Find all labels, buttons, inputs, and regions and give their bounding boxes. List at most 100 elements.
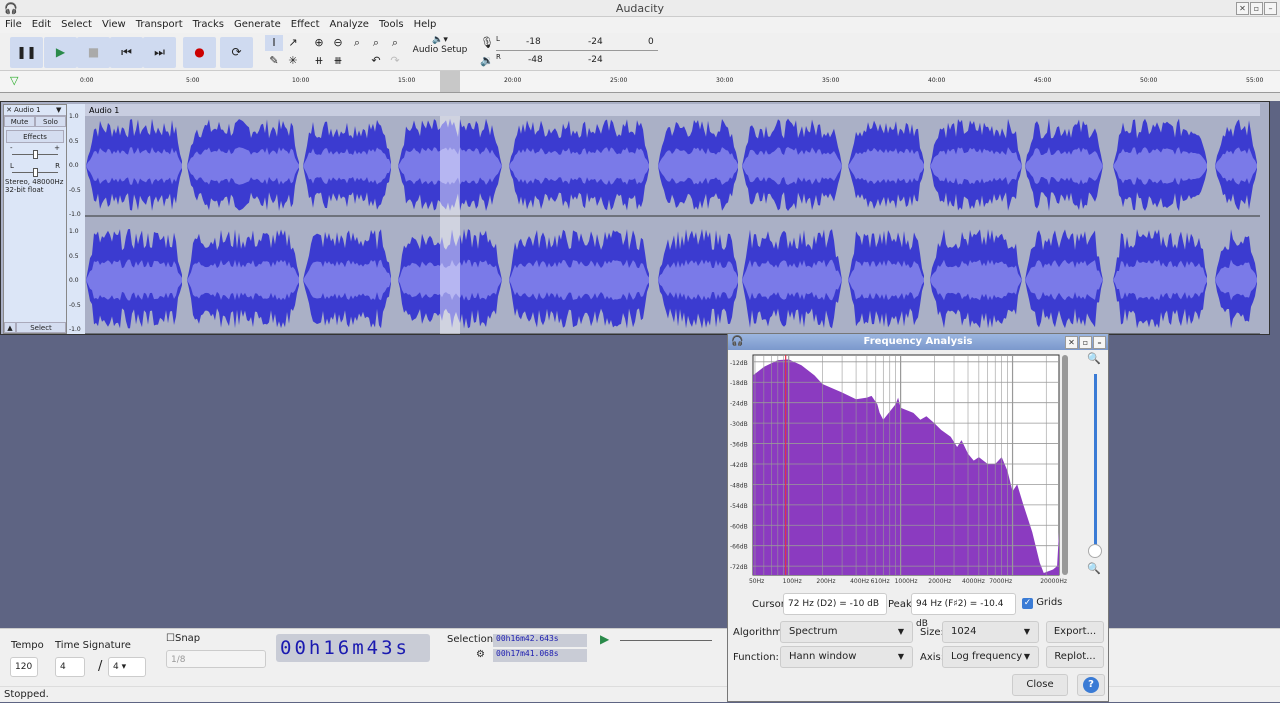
menu-file[interactable]: File <box>5 19 22 30</box>
close-button[interactable]: Close <box>1012 674 1068 696</box>
fit-selection-icon[interactable]: ⌕ <box>353 36 361 49</box>
timeline-ruler[interactable]: ▽ 0:00 5:00 10:00 15:00 20:00 25:00 30:00 35:00… <box>0 71 1280 93</box>
menu-generate[interactable]: Generate <box>234 19 281 30</box>
effects-button[interactable]: Effects <box>6 130 64 143</box>
function-select[interactable]: Hann window ▼ <box>780 646 913 668</box>
envelope-tool-icon[interactable]: ↗ <box>288 36 298 49</box>
dialog-minimize-button[interactable]: – <box>1093 336 1106 349</box>
size-select[interactable]: 1024 ▼ <box>942 621 1039 643</box>
export-button[interactable]: Export... <box>1046 621 1104 643</box>
menu-view[interactable]: View <box>101 19 126 30</box>
menu-effect[interactable]: Effect <box>290 19 320 30</box>
audacity-logo-icon: 🎧 <box>731 336 744 347</box>
selection-start[interactable]: 00h16m42.643s <box>493 634 587 647</box>
microphone-icon[interactable]: 🎙 <box>480 36 494 49</box>
silence-icon[interactable]: ⧻ <box>333 54 343 67</box>
tempo-input[interactable]: 120 <box>10 657 38 677</box>
waveform-rms <box>1215 147 1257 185</box>
trim-icon[interactable]: ⧺ <box>314 54 324 67</box>
ruler-tick-label: 5:00 <box>186 77 200 84</box>
spectrum-plot[interactable]: -12dB -18dB -24dB -30dB -36dB -42dB -48dB -54dB… <box>728 350 1068 590</box>
timeline-options-icon[interactable]: ▽ <box>10 74 19 87</box>
ruler-tick-label: 35:00 <box>822 77 840 84</box>
menu-analyze[interactable]: Analyze <box>329 19 369 30</box>
skip-start-button[interactable]: ⏮ <box>110 37 143 68</box>
dialog-maximize-button[interactable]: ▫ <box>1079 336 1092 349</box>
zoom-toggle-icon[interactable]: ⌕ <box>391 36 399 49</box>
waveform[interactable]: Audio 1 <box>85 104 1260 334</box>
ruler-tick-label: 30:00 <box>716 77 734 84</box>
mute-button[interactable]: Mute <box>4 116 35 127</box>
zoom-in-icon[interactable]: ⊕ <box>314 36 324 49</box>
track-name-menu[interactable]: Audio 1 <box>14 106 41 114</box>
x-tick-label: 20000Hz <box>1040 578 1067 585</box>
scale-label: 1.0 <box>69 113 79 120</box>
playback-meter[interactable]: R -48 -24 <box>496 53 603 65</box>
track-format-info: Stereo, 48000Hz <box>5 178 64 186</box>
play-at-speed-button[interactable]: ▶ <box>600 632 610 646</box>
help-button[interactable]: ? <box>1077 674 1105 696</box>
amplitude-scale: 1.0 0.5 0.0 -0.5 -1.0 1.0 0.5 0.0 -0.5 -1.0 <box>67 104 85 334</box>
vertical-zoom-slider[interactable] <box>1094 374 1097 549</box>
snap-select[interactable]: 1/8 <box>166 650 266 668</box>
stop-button[interactable]: ■ <box>77 37 110 68</box>
zoom-out-icon[interactable]: 🔍 <box>1087 562 1101 575</box>
waveform-rms <box>1025 259 1103 301</box>
selection-tool-icon[interactable]: I <box>265 35 283 51</box>
close-track-icon[interactable]: ✕ <box>6 106 12 114</box>
select-track-button[interactable]: Select <box>16 322 66 333</box>
pan-slider[interactable]: L R <box>4 160 66 178</box>
time-display[interactable]: 00h16m43s <box>276 634 430 662</box>
record-meter[interactable]: L -18 -24 0 <box>496 35 658 51</box>
fit-project-icon[interactable]: ⌕ <box>372 36 380 49</box>
undo-icon[interactable]: ↶ <box>371 54 381 67</box>
menu-tools[interactable]: Tools <box>378 19 404 30</box>
record-button[interactable]: ● <box>183 37 216 68</box>
track-menu-arrow-icon[interactable]: ▼ <box>56 106 62 114</box>
redo-icon[interactable]: ↷ <box>390 54 400 67</box>
scale-label: -1.0 <box>69 211 81 218</box>
time-sig-denominator[interactable]: 4 ▾ <box>108 657 146 677</box>
loop-button[interactable]: ⟳ <box>220 37 253 68</box>
gain-slider[interactable]: - + <box>4 144 66 160</box>
dialog-close-button[interactable]: ✕ <box>1065 336 1078 349</box>
collapse-track-icon[interactable]: ▲ <box>4 322 16 333</box>
pause-button[interactable]: ❚❚ <box>10 37 43 68</box>
zoom-slider-handle[interactable] <box>1088 544 1102 558</box>
menu-edit[interactable]: Edit <box>31 19 52 30</box>
time-sig-numerator[interactable]: 4 <box>55 657 85 677</box>
grids-checkbox[interactable]: ✓ Grids <box>1022 597 1063 609</box>
axis-select[interactable]: Log frequency ▼ <box>942 646 1039 668</box>
draw-tool-icon[interactable]: ✎ <box>269 54 279 67</box>
menu-tracks[interactable]: Tracks <box>192 19 225 30</box>
scale-label: 0.5 <box>69 137 79 145</box>
ruler-tick-label: 50:00 <box>1140 77 1158 84</box>
close-window-button[interactable]: ✕ <box>1236 2 1249 15</box>
speaker-meter-icon[interactable]: 🔉 <box>480 54 494 67</box>
menu-help[interactable]: Help <box>413 19 437 30</box>
dialog-title: 🎧 Frequency Analysis ✕ ▫ – <box>728 334 1108 350</box>
audio-setup-button[interactable]: 🔈▾ Audio Setup <box>412 35 468 55</box>
menu-select[interactable]: Select <box>61 19 92 30</box>
window-title: Audacity <box>615 2 665 15</box>
plot-scrollbar <box>1062 355 1068 575</box>
zoom-out-icon[interactable]: ⊖ <box>333 36 343 49</box>
replot-button[interactable]: Replot... <box>1046 646 1104 668</box>
selection-end[interactable]: 00h17m41.068s <box>493 649 587 662</box>
zoom-in-icon[interactable]: 🔍 <box>1087 352 1101 365</box>
play-button[interactable]: ▶ <box>44 37 77 68</box>
menu-transport[interactable]: Transport <box>135 19 183 30</box>
multi-tool-icon[interactable]: ✳ <box>288 54 298 67</box>
play-speed-slider[interactable] <box>620 640 712 641</box>
scale-label: 0.0 <box>69 277 79 284</box>
y-tick-label: -30dB <box>730 421 748 428</box>
maximize-window-button[interactable]: ▫ <box>1250 2 1263 15</box>
waveform-rms <box>658 147 738 185</box>
gear-icon[interactable]: ⚙ <box>476 649 485 660</box>
x-tick-label: 400Hz <box>850 578 869 585</box>
snap-checkbox[interactable]: ☐Snap <box>166 633 201 644</box>
solo-button[interactable]: Solo <box>35 116 66 127</box>
algorithm-select[interactable]: Spectrum ▼ <box>780 621 913 643</box>
minimize-window-button[interactable]: – <box>1264 2 1277 15</box>
skip-end-button[interactable]: ⏭ <box>143 37 176 68</box>
